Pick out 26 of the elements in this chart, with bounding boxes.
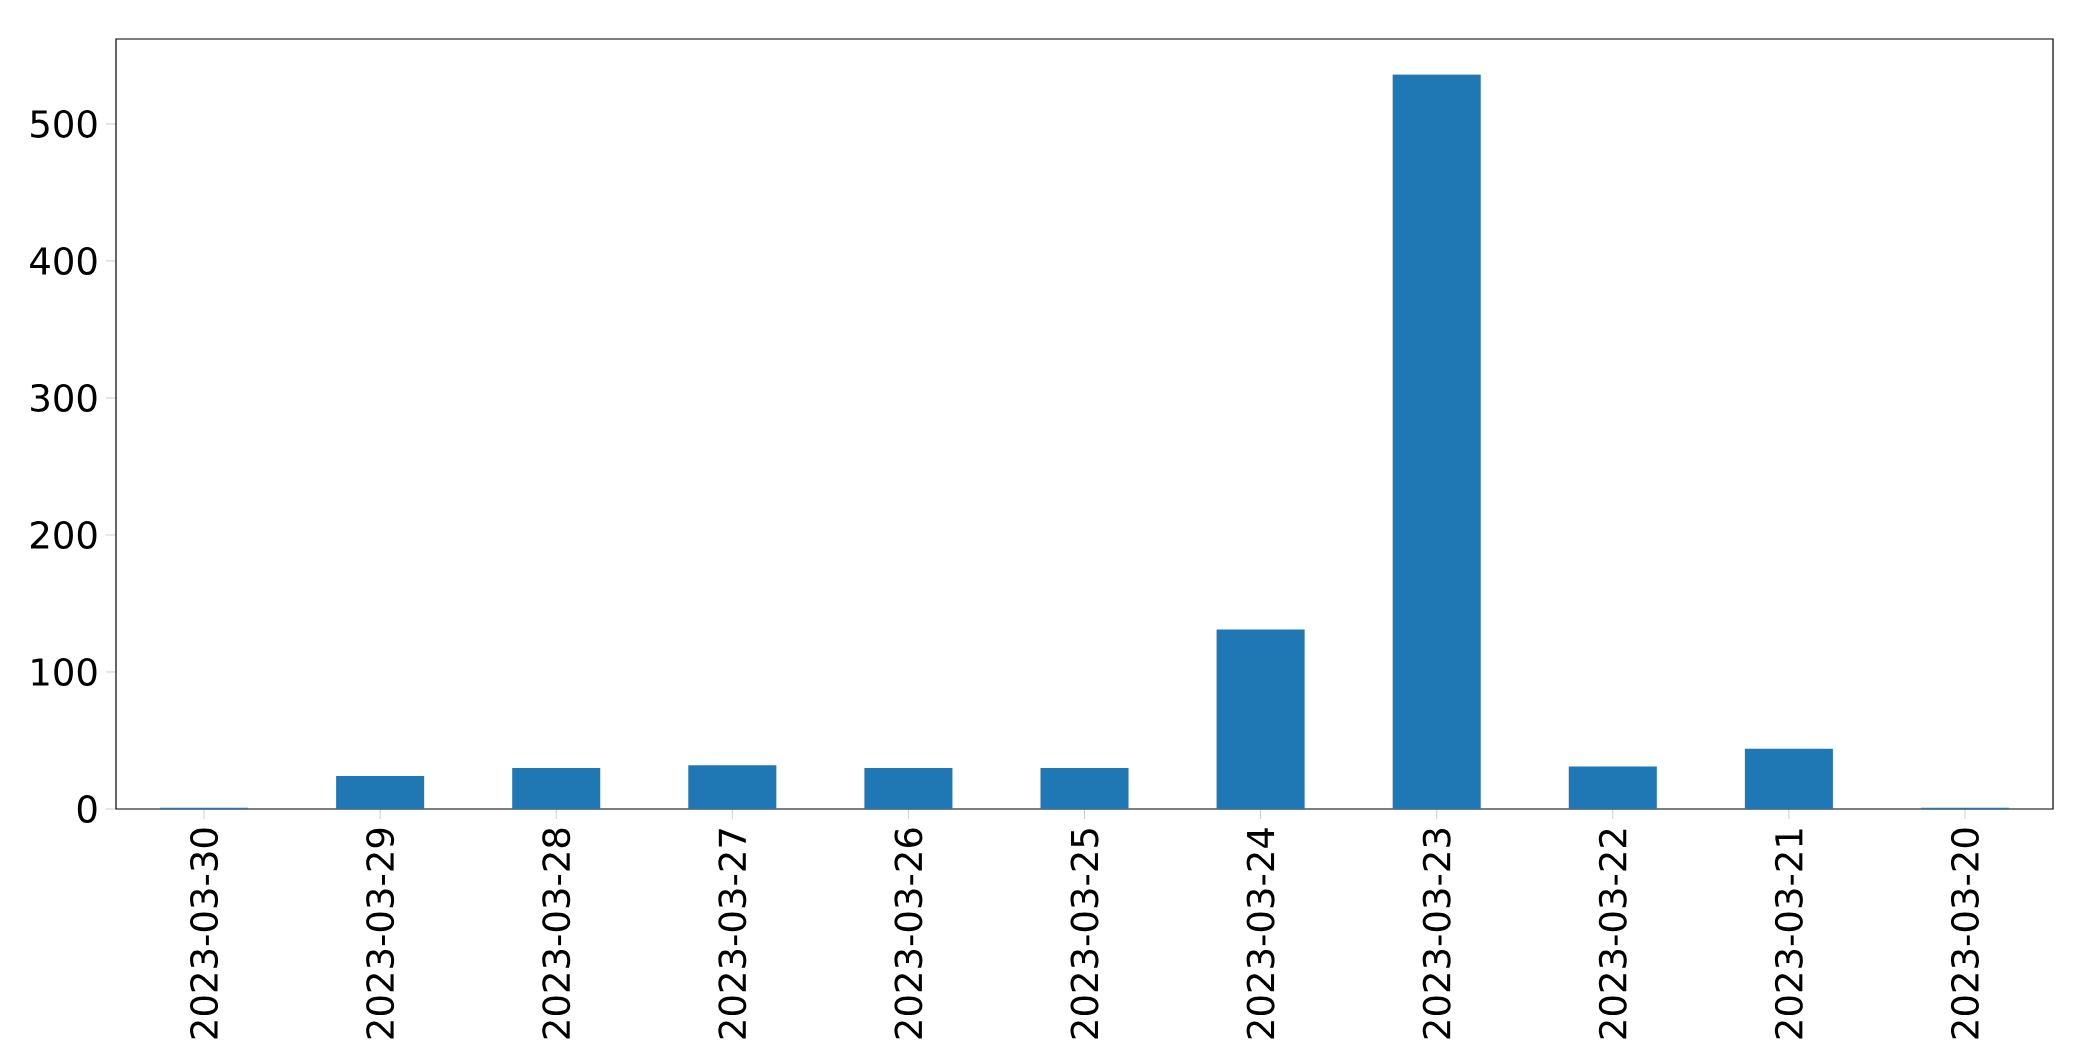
bar xyxy=(512,767,601,809)
x-tick-label: 2023-03-26 xyxy=(894,828,923,1039)
y-tick-label: 200 xyxy=(31,520,97,549)
x-tick-label: 2023-03-24 xyxy=(1246,828,1275,1039)
x-tick-label: 2023-03-27 xyxy=(718,829,747,1039)
x-tick-label: 2023-03-25 xyxy=(1070,829,1099,1039)
bar xyxy=(336,776,425,809)
y-tick-label: 0 xyxy=(77,794,97,823)
bar xyxy=(1744,748,1833,809)
x-tick-label: 2023-03-29 xyxy=(366,828,395,1039)
x-tick-label: 2023-03-23 xyxy=(1422,829,1451,1039)
y-tick-label: 300 xyxy=(31,383,97,412)
bar xyxy=(864,767,953,809)
bar xyxy=(1040,767,1129,809)
x-tick-label: 2023-03-21 xyxy=(1774,829,1803,1039)
x-tick-label: 2023-03-22 xyxy=(1598,829,1627,1039)
bar xyxy=(1568,766,1657,809)
bar xyxy=(1216,629,1305,809)
bar xyxy=(1392,74,1481,809)
y-tick-label: 400 xyxy=(30,246,97,275)
y-tick-label: 100 xyxy=(32,657,97,686)
x-tick-label: 2023-03-28 xyxy=(542,828,571,1039)
x-tick-label: 2023-03-20 xyxy=(1950,828,1979,1039)
y-tick-label: 500 xyxy=(31,109,97,138)
bar xyxy=(688,765,777,809)
x-tick-label: 2023-03-30 xyxy=(190,828,219,1039)
